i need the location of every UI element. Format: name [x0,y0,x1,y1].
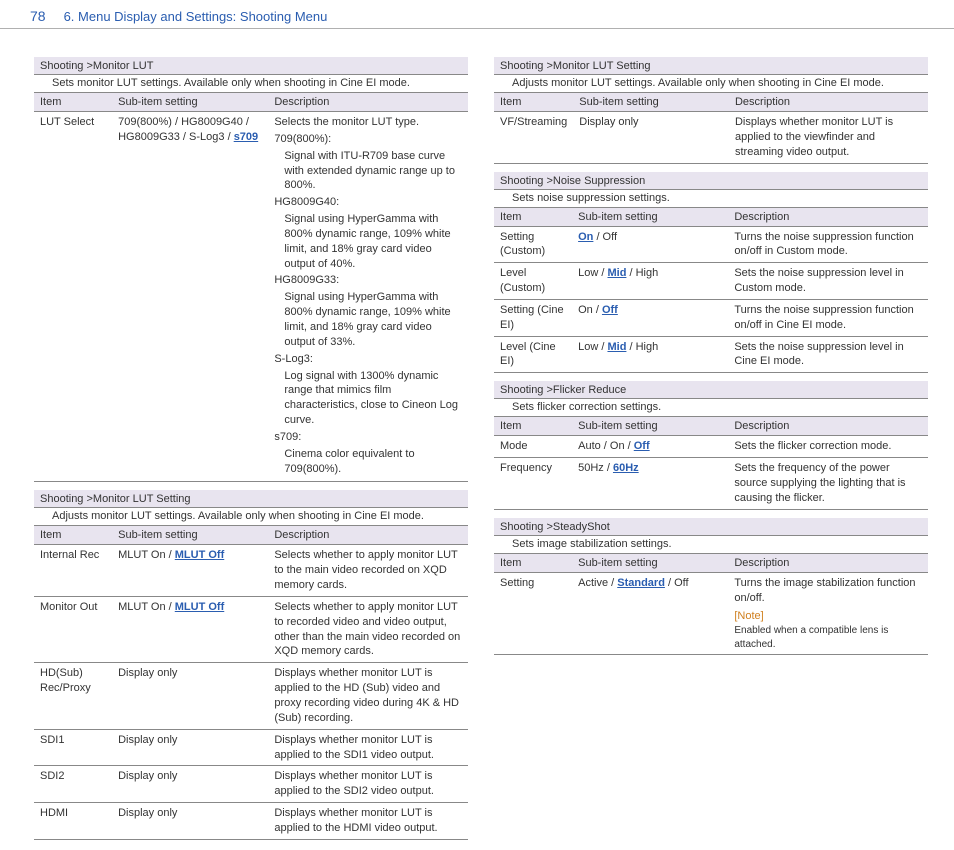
section-title: Shooting >Flicker Reduce [494,381,928,399]
table-row: Setting (Cine EI)On / OffTurns the noise… [494,299,928,336]
table-row: HD(Sub) Rec/ProxyDisplay onlyDisplays wh… [34,663,468,729]
table-row: HDMIDisplay onlyDisplays whether monitor… [34,803,468,840]
table-monitor-lut-setting: Item Sub-item setting Description Intern… [34,526,468,839]
table-monitor-lut: Item Sub-item setting Description LUT Se… [34,93,468,482]
table-row: Level (Custom)Low / Mid / HighSets the n… [494,263,928,300]
cell-desc: Selects the monitor LUT type. 709(800%):… [268,112,468,482]
table-row: ModeAuto / On / OffSets the flicker corr… [494,436,928,458]
table-row: SDI2Display onlyDisplays whether monitor… [34,766,468,803]
section-title: Shooting >Noise Suppression [494,172,928,190]
table-steadyshot: Item Sub-item setting Description Settin… [494,554,928,656]
section-subtitle: Adjusts monitor LUT settings. Available … [494,75,928,93]
note-label: [Note] [734,610,763,622]
page-content: Shooting >Monitor LUT Sets monitor LUT s… [0,29,954,850]
table-flicker-reduce: Item Sub-item setting Description ModeAu… [494,417,928,509]
chapter-title: 6. Menu Display and Settings: Shooting M… [64,9,328,24]
section-subtitle: Sets noise suppression settings. [494,190,928,208]
table-noise-suppression: Item Sub-item setting Description Settin… [494,208,928,374]
note-text: Enabled when a compatible lens is attach… [734,624,922,651]
cell-sub: 709(800%) / HG8009G40 / HG8009G33 / S-Lo… [112,112,268,482]
section-subtitle: Sets monitor LUT settings. Available onl… [34,75,468,93]
section-title: Shooting >Monitor LUT Setting [494,57,928,75]
section-subtitle: Adjusts monitor LUT settings. Available … [34,508,468,526]
table-row: Monitor OutMLUT On / MLUT OffSelects whe… [34,596,468,662]
table-row: Frequency50Hz / 60HzSets the frequency o… [494,458,928,510]
cell-item: LUT Select [34,112,112,482]
section-subtitle: Sets image stabilization settings. [494,536,928,554]
table-row: Setting (Custom)On / OffTurns the noise … [494,226,928,263]
section-subtitle: Sets flicker correction settings. [494,399,928,417]
table-row: VF/StreamingDisplay onlyDisplays whether… [494,112,928,164]
table-row: Level (Cine EI)Low / Mid / HighSets the … [494,336,928,373]
section-title: Shooting >Monitor LUT [34,57,468,75]
table-row: LUT Select 709(800%) / HG8009G40 / HG800… [34,112,468,482]
col-sub: Sub-item setting [112,93,268,112]
section-title: Shooting >Monitor LUT Setting [34,490,468,508]
left-column: Shooting >Monitor LUT Sets monitor LUT s… [34,57,468,840]
section-title: Shooting >SteadyShot [494,518,928,536]
page-number: 78 [30,8,46,24]
right-column: Shooting >Monitor LUT Setting Adjusts mo… [494,57,928,840]
table-mlut-setting-r: Item Sub-item setting Description VF/Str… [494,93,928,164]
link-s709[interactable]: s709 [234,131,258,143]
table-row: SDI1Display onlyDisplays whether monitor… [34,729,468,766]
page-header: 78 6. Menu Display and Settings: Shootin… [0,0,954,29]
col-item: Item [34,93,112,112]
table-row: Setting Active / Standard / Off Turns th… [494,572,928,655]
col-desc: Description [268,93,468,112]
table-row: Internal RecMLUT On / MLUT OffSelects wh… [34,545,468,597]
